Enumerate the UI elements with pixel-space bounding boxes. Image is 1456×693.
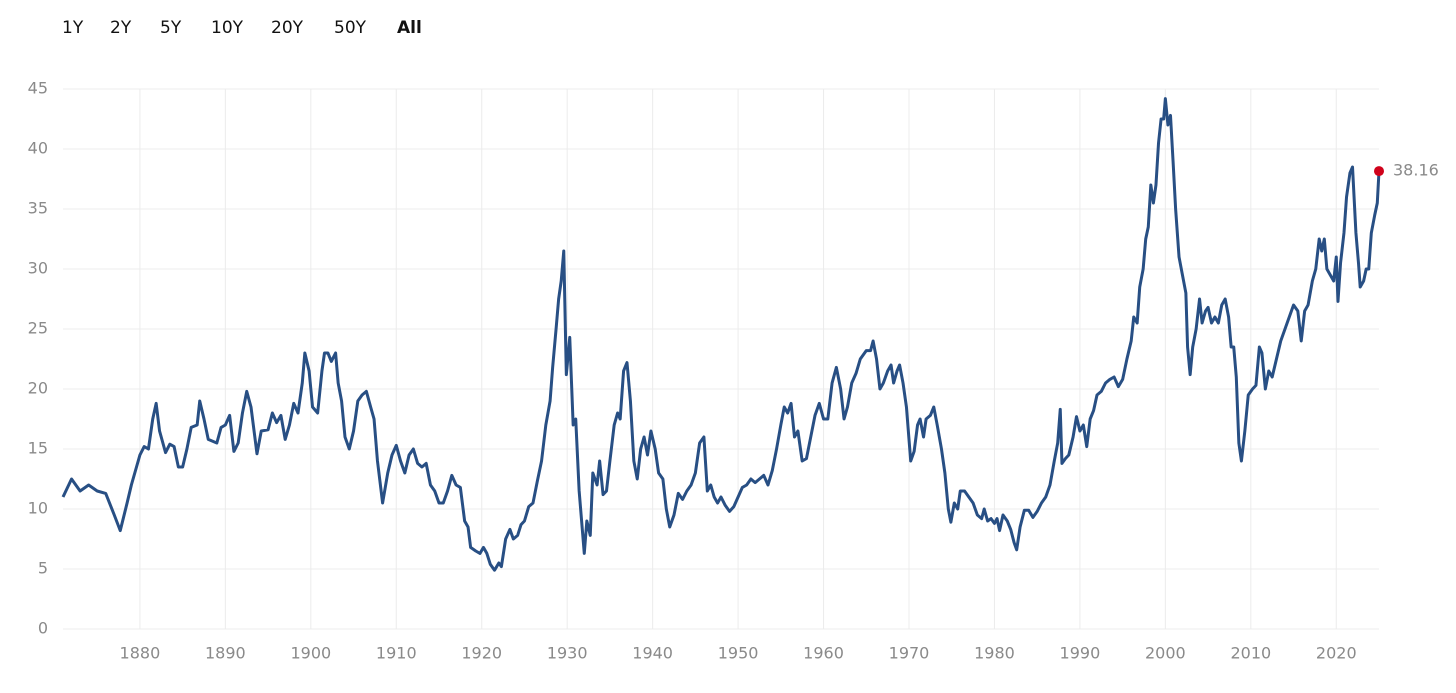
x-tick-label: 1940 <box>632 644 673 663</box>
range-button[interactable]: 10Y <box>211 18 244 38</box>
y-tick-label: 30 <box>28 259 48 278</box>
x-tick-label: 1920 <box>461 644 502 663</box>
x-tick-label: 2010 <box>1230 644 1271 663</box>
range-button[interactable]: 5Y <box>160 18 182 38</box>
y-tick-label: 45 <box>28 79 48 98</box>
x-tick-label: 1910 <box>376 644 417 663</box>
x-tick-label: 1900 <box>290 644 331 663</box>
range-button[interactable]: All <box>397 18 422 38</box>
y-tick-label: 20 <box>28 379 48 398</box>
range-button[interactable]: 20Y <box>271 18 304 38</box>
y-tick-label: 35 <box>28 199 48 218</box>
last-point <box>1374 166 1384 177</box>
range-button[interactable]: 1Y <box>62 18 84 38</box>
last-value-label: 38.16 <box>1393 161 1439 180</box>
x-tick-label: 2020 <box>1316 644 1357 663</box>
y-tick-label: 25 <box>28 319 48 338</box>
y-tick-label: 10 <box>28 499 48 518</box>
range-button[interactable]: 50Y <box>334 18 367 38</box>
x-tick-label: 1890 <box>205 644 246 663</box>
x-tick-label: 1960 <box>803 644 844 663</box>
x-tick-label: 1880 <box>120 644 161 663</box>
x-tick-label: 1970 <box>889 644 930 663</box>
y-tick-label: 5 <box>38 559 48 578</box>
y-tick-label: 15 <box>28 439 48 458</box>
range-button[interactable]: 2Y <box>110 18 132 38</box>
x-tick-label: 1950 <box>718 644 759 663</box>
x-tick-label: 2000 <box>1145 644 1186 663</box>
y-tick-label: 40 <box>28 139 48 158</box>
x-tick-label: 1930 <box>547 644 588 663</box>
series-line <box>61 97 1381 572</box>
x-tick-label: 1980 <box>974 644 1015 663</box>
y-tick-label: 0 <box>38 619 48 638</box>
x-tick-label: 1990 <box>1060 644 1101 663</box>
